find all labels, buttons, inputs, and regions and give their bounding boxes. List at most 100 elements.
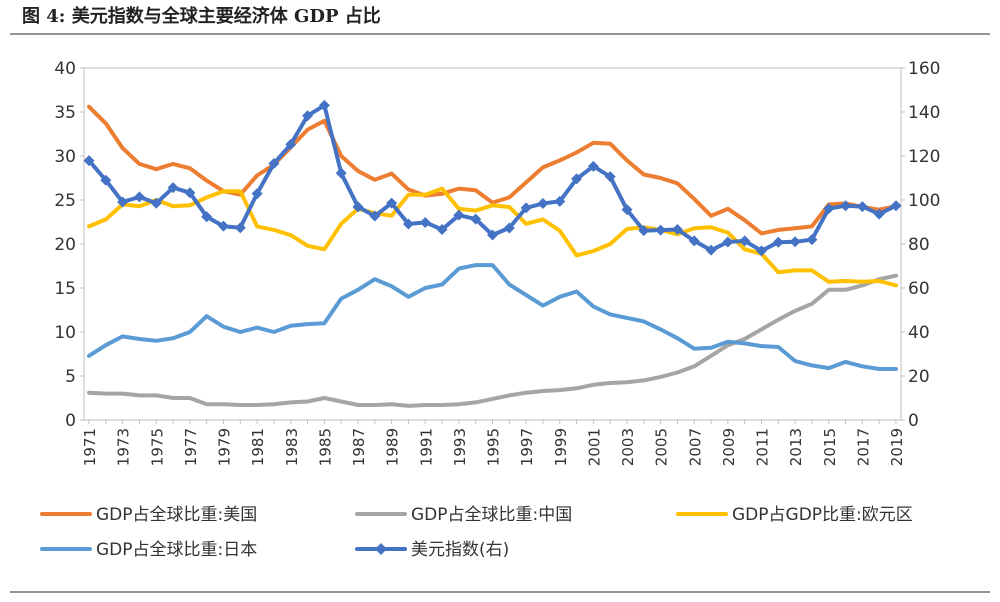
series-5-point bbox=[318, 99, 330, 111]
series-5-point bbox=[285, 138, 297, 150]
series-5-point bbox=[806, 234, 818, 246]
y-left-tick-label: 30 bbox=[54, 147, 76, 167]
x-tick-label: 1995 bbox=[485, 428, 503, 466]
x-tick-label: 2003 bbox=[619, 428, 637, 466]
x-tick-label: 1991 bbox=[417, 428, 435, 466]
series-5-point bbox=[772, 236, 784, 248]
y-left-tick-label: 25 bbox=[54, 191, 76, 211]
series-5-point bbox=[840, 200, 852, 212]
series-5-point bbox=[856, 201, 868, 213]
y-right-tick-label: 60 bbox=[908, 279, 930, 299]
series-5-point bbox=[117, 196, 129, 208]
x-tick-label: 2017 bbox=[854, 428, 872, 466]
series-5-point bbox=[100, 174, 112, 186]
series-5-point bbox=[302, 110, 314, 122]
series-5-point bbox=[571, 173, 583, 185]
series-5-point bbox=[201, 211, 213, 223]
x-tick-label: 1987 bbox=[350, 428, 368, 466]
x-tick-label: 1979 bbox=[216, 428, 234, 466]
x-tick-label: 1999 bbox=[552, 428, 570, 466]
legend-label: 美元指数(右) bbox=[411, 540, 509, 560]
series-1-line bbox=[87, 104, 898, 236]
series-5-point bbox=[503, 222, 515, 234]
series-5-point bbox=[184, 187, 196, 199]
x-tick-label: 1977 bbox=[182, 428, 200, 466]
x-tick-label: 1997 bbox=[518, 428, 536, 466]
y-right-tick-label: 0 bbox=[908, 411, 919, 431]
legend-label: GDP占全球比重:日本 bbox=[96, 540, 257, 560]
y-right-tick-label: 120 bbox=[908, 147, 940, 167]
x-tick-label: 2015 bbox=[821, 428, 839, 466]
series-4-line bbox=[87, 263, 898, 371]
y-right-tick-label: 160 bbox=[908, 59, 940, 79]
x-tick-label: 1981 bbox=[249, 428, 267, 466]
series-5-point bbox=[133, 191, 145, 203]
series-5-point bbox=[873, 208, 885, 220]
series-5-point bbox=[587, 160, 599, 172]
legend: GDP占全球比重:美国 GDP占全球比重:中国 GDP占GDP比重:欧元区 GDP占全… bbox=[40, 505, 913, 560]
y-right-tick-label: 100 bbox=[908, 191, 940, 211]
series-5-point bbox=[705, 244, 717, 256]
series-5-point bbox=[268, 157, 280, 169]
series-5-point bbox=[369, 210, 381, 222]
y-right-tick-label: 20 bbox=[908, 367, 930, 387]
y-left-tick-label: 40 bbox=[54, 59, 76, 79]
y-left-tick-label: 10 bbox=[54, 323, 76, 343]
y-left-tick-label: 15 bbox=[54, 279, 76, 299]
x-tick-label: 1989 bbox=[384, 428, 402, 466]
series-5-point bbox=[823, 203, 835, 215]
y-right-tick-label: 80 bbox=[908, 235, 930, 255]
series-5-point bbox=[352, 201, 364, 213]
series-5-point bbox=[453, 209, 465, 221]
x-tick-label: 2009 bbox=[720, 428, 738, 466]
series-5-point bbox=[621, 204, 633, 216]
x-tick-label: 1993 bbox=[451, 428, 469, 466]
x-tick-label: 2007 bbox=[686, 428, 704, 466]
series-5-point bbox=[688, 235, 700, 247]
y-left-tick-label: 5 bbox=[65, 367, 76, 387]
series-5-point bbox=[537, 198, 549, 210]
x-tick-label: 1983 bbox=[283, 428, 301, 466]
series-5-point bbox=[638, 225, 650, 237]
x-tick-label: 2011 bbox=[754, 428, 772, 466]
series-5-point bbox=[655, 224, 667, 236]
legend-label: GDP占全球比重:美国 bbox=[96, 505, 257, 525]
legend-marker bbox=[375, 543, 387, 555]
x-tick-label: 2019 bbox=[888, 428, 906, 466]
series-5-point bbox=[251, 188, 263, 200]
x-tick-label: 1971 bbox=[81, 428, 99, 466]
y-left-tick-label: 35 bbox=[54, 103, 76, 123]
series-5-point bbox=[234, 222, 246, 234]
axes-group: 0 5 10 15 20 25 30 35 40 0 20 40 60 80 100 120 140 160 197… bbox=[54, 59, 940, 466]
series-5-point bbox=[722, 236, 734, 248]
x-tick-label: 2013 bbox=[787, 428, 805, 466]
series-2-line bbox=[87, 273, 898, 408]
series-5-point bbox=[470, 213, 482, 225]
x-tick-label: 2001 bbox=[585, 428, 603, 466]
series-5-point bbox=[487, 229, 498, 241]
series-5-point bbox=[402, 218, 414, 230]
chart-caption: 图 4: 美元指数与全球主要经济体 GDP 占比 bbox=[22, 5, 381, 27]
x-tick-label: 1973 bbox=[115, 428, 133, 466]
series-5-point bbox=[167, 182, 179, 194]
series-5-point bbox=[150, 197, 162, 209]
series-5-point bbox=[520, 202, 532, 214]
series-5-point bbox=[789, 236, 801, 248]
series-5-point bbox=[739, 235, 751, 247]
y-right-tick-label: 40 bbox=[908, 323, 930, 343]
series-5-point bbox=[419, 216, 431, 228]
x-tick-label: 1985 bbox=[316, 428, 334, 466]
series-group bbox=[83, 99, 902, 408]
legend-label: GDP占GDP比重:欧元区 bbox=[732, 505, 913, 525]
y-left-tick-label: 20 bbox=[54, 235, 76, 255]
series-5-point bbox=[335, 167, 347, 179]
y-right-tick-label: 140 bbox=[908, 103, 940, 123]
series-5-point bbox=[890, 200, 902, 212]
x-tick-label: 2005 bbox=[653, 428, 671, 466]
series-5-point bbox=[671, 223, 683, 235]
series-5-point bbox=[554, 195, 566, 207]
x-tick-label: 1975 bbox=[148, 428, 166, 466]
series-5-point bbox=[218, 220, 229, 232]
